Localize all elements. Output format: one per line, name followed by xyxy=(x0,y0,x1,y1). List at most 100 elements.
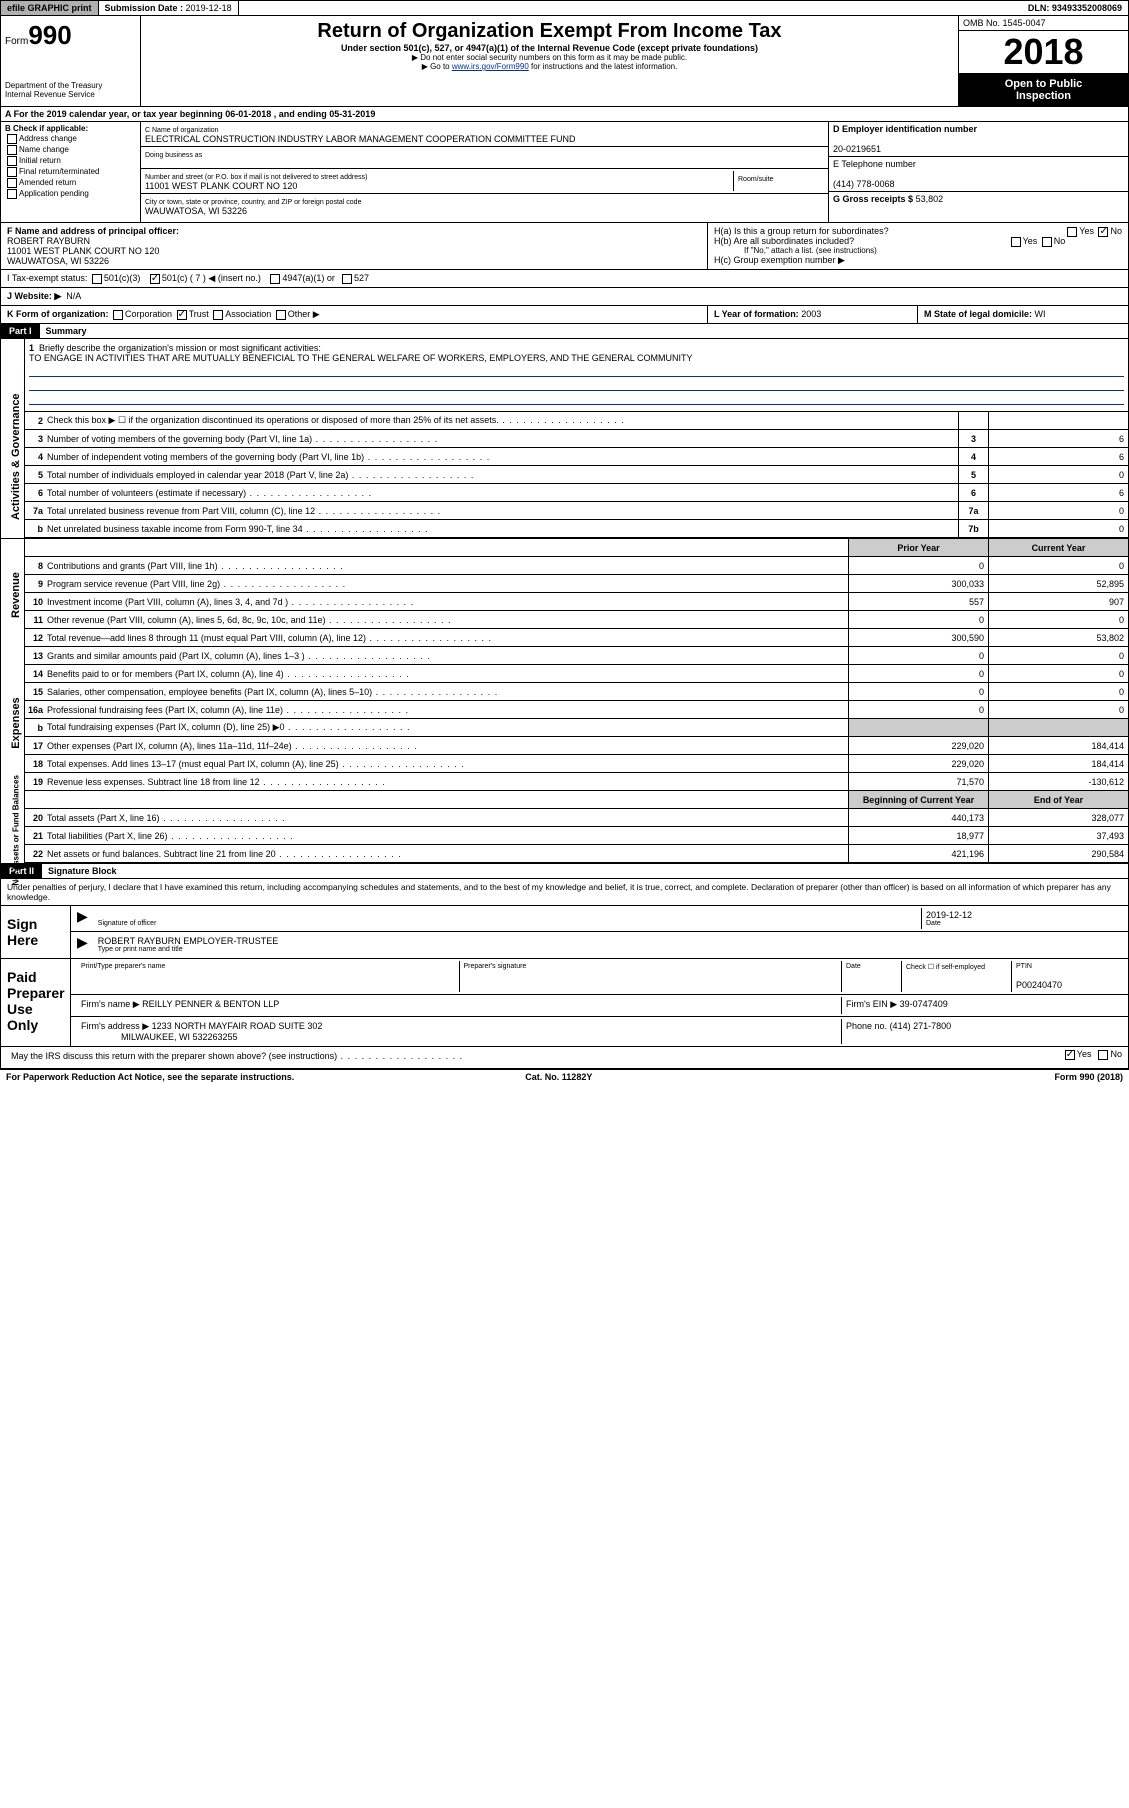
form-990: 990 xyxy=(28,20,71,50)
officer-typed-name: ROBERT RAYBURN EMPLOYER-TRUSTEEType or p… xyxy=(94,934,1122,955)
section-revenue: Revenue Prior Year Current Year 8 Contri… xyxy=(0,538,1129,647)
hb-line: H(b) Are all subordinates included? Yes … xyxy=(714,236,1122,246)
officer-name-cell: ▶ ROBERT RAYBURN EMPLOYER-TRUSTEEType or… xyxy=(71,932,1128,957)
firm-addr: Firm's address ▶ 1233 NORTH MAYFAIR ROAD… xyxy=(77,1019,842,1044)
officer-sig-cell: ▶ Signature of officer 2019-12-12Date xyxy=(71,906,1128,932)
firm-ein: Firm's EIN ▶ 39-0747409 xyxy=(842,997,1122,1014)
chk-initial: Initial return xyxy=(5,156,136,166)
beg-year-hdr: Beginning of Current Year xyxy=(848,791,988,808)
year-formation-label: L Year of formation: xyxy=(714,309,799,319)
part1-header: Part I Summary xyxy=(0,324,1129,339)
opt-assoc: Association xyxy=(225,309,271,319)
table-row: 10 Investment income (Part VIII, column … xyxy=(25,593,1128,611)
public-line2: Inspection xyxy=(961,90,1126,102)
section-governance: Activities & Governance 1 Briefly descri… xyxy=(0,339,1129,538)
gov-line: 6 Total number of volunteers (estimate i… xyxy=(25,484,1128,502)
prep-date: Date xyxy=(842,961,902,992)
dba-label: Doing business as xyxy=(145,152,202,159)
mission-block: 1 Briefly describe the organization's mi… xyxy=(25,339,1128,412)
street-cell: Number and street (or P.O. box if mail i… xyxy=(145,171,734,191)
prep-name: Print/Type preparer's name xyxy=(77,961,460,992)
firm-phone: Phone no. (414) 271-7800 xyxy=(842,1019,1122,1044)
gov-line: 7a Total unrelated business revenue from… xyxy=(25,502,1128,520)
chk-name: Name change xyxy=(5,145,136,155)
tax-period: A For the 2019 calendar year, or tax yea… xyxy=(0,107,1129,122)
tel-cell: E Telephone number (414) 778-0068 xyxy=(829,157,1128,192)
street-label: Number and street (or P.O. box if mail i… xyxy=(145,174,367,181)
opt-corp: Corporation xyxy=(125,309,172,319)
dln-value: 93493352008069 xyxy=(1052,3,1122,13)
website-value: N/A xyxy=(66,291,81,301)
part1-title: Summary xyxy=(40,324,93,338)
form-word: Form xyxy=(5,36,28,47)
row-website: J Website: ▶ N/A xyxy=(0,288,1129,306)
footer-form: Form 990 (2018) xyxy=(1054,1072,1123,1082)
col-b-title: B Check if applicable: xyxy=(5,124,136,133)
col-d: D Employer identification number 20-0219… xyxy=(828,122,1128,222)
form-number: Form990 xyxy=(5,20,136,51)
form-title: Return of Organization Exempt From Incom… xyxy=(145,20,954,43)
tax-exempt-label: I Tax-exempt status: xyxy=(7,273,87,283)
row-k: K Form of organization: Corporation Trus… xyxy=(1,306,708,323)
page-footer: For Paperwork Reduction Act Notice, see … xyxy=(0,1069,1129,1084)
col-c: C Name of organization ELECTRICAL CONSTR… xyxy=(141,122,828,222)
sign-here-label: Sign Here xyxy=(1,906,71,958)
domicile-label: M State of legal domicile: xyxy=(924,309,1032,319)
table-row: 14 Benefits paid to or for members (Part… xyxy=(25,665,1128,683)
submission-date-value: 2019-12-18 xyxy=(186,3,232,13)
ein-label: D Employer identification number xyxy=(833,124,977,134)
open-to-public: Open to Public Inspection xyxy=(959,74,1128,106)
sig-date: 2019-12-12Date xyxy=(922,908,1122,929)
self-employed: Check ☐ if self-employed xyxy=(902,961,1012,992)
dept-treasury: Department of the Treasury Internal Reve… xyxy=(5,81,136,99)
preparer-name-row: Print/Type preparer's name Preparer's si… xyxy=(71,959,1128,995)
officer-label: F Name and address of principal officer: xyxy=(7,226,179,236)
tel-value: (414) 778-0068 xyxy=(833,179,895,189)
part2-title: Signature Block xyxy=(42,864,123,878)
ha-text: H(a) Is this a group return for subordin… xyxy=(714,226,889,236)
irs-link[interactable]: www.irs.gov/Form990 xyxy=(452,62,529,71)
org-name-label: C Name of organization xyxy=(145,127,219,134)
firm-addr-row: Firm's address ▶ 1233 NORTH MAYFAIR ROAD… xyxy=(71,1017,1128,1046)
ein-value: 20-0219651 xyxy=(833,144,881,154)
opt-other: Other ▶ xyxy=(288,309,320,319)
vtab-netassets: Net Assets or Fund Balances xyxy=(1,791,25,863)
form-subtitle: Under section 501(c), 527, or 4947(a)(1)… xyxy=(145,43,954,53)
vtab-expenses: Expenses xyxy=(1,647,25,791)
goto-line: ▶ Go to www.irs.gov/Form990 for instruct… xyxy=(145,62,954,71)
gov-line: 5 Total number of individuals employed i… xyxy=(25,466,1128,484)
row-l: L Year of formation: 2003 xyxy=(708,306,918,323)
discuss-text: May the IRS discuss this return with the… xyxy=(7,1049,982,1066)
room-label: Room/suite xyxy=(738,176,773,183)
block-f: F Name and address of principal officer:… xyxy=(1,223,708,269)
officer-sig: Signature of officer xyxy=(94,908,922,929)
opt-trust: Trust xyxy=(189,309,209,319)
revenue-header-row: Prior Year Current Year xyxy=(25,539,1128,557)
domicile: WI xyxy=(1035,309,1046,319)
city-cell: City or town, state or province, country… xyxy=(141,194,828,218)
officer-addr1: 11001 WEST PLANK COURT NO 120 xyxy=(7,246,159,256)
website-label: J Website: ▶ xyxy=(7,291,61,301)
hc-line: H(c) Group exemption number ▶ xyxy=(714,255,1122,266)
footer-cat: Cat. No. 11282Y xyxy=(525,1072,592,1082)
table-row: 12 Total revenue—add lines 8 through 11 … xyxy=(25,629,1128,647)
gross-value: 53,802 xyxy=(916,194,944,204)
ha-line: H(a) Is this a group return for subordin… xyxy=(714,226,1122,236)
chk-address: Address change xyxy=(5,134,136,144)
opt-527: 527 xyxy=(354,273,369,283)
table-row: 19 Revenue less expenses. Subtract line … xyxy=(25,773,1128,791)
mission-line xyxy=(29,365,1124,377)
dln-label: DLN: xyxy=(1028,3,1050,13)
public-line1: Open to Public xyxy=(961,78,1126,90)
form-org-label: K Form of organization: xyxy=(7,309,109,319)
gov-line: 2 Check this box ▶ ☐ if the organization… xyxy=(25,412,1128,430)
firm-name-row: Firm's name ▶ REILLY PENNER & BENTON LLP… xyxy=(71,995,1128,1017)
omb-number: OMB No. 1545-0047 xyxy=(959,16,1128,31)
header-left: Form990 Department of the Treasury Inter… xyxy=(1,16,141,106)
chk-amended: Amended return xyxy=(5,178,136,188)
header-mid: Return of Organization Exempt From Incom… xyxy=(141,16,958,106)
block-fh: F Name and address of principal officer:… xyxy=(0,223,1129,270)
prep-sig: Preparer's signature xyxy=(460,961,843,992)
part2-header: Part II Signature Block xyxy=(0,864,1129,879)
firm-name: Firm's name ▶ REILLY PENNER & BENTON LLP xyxy=(77,997,842,1014)
